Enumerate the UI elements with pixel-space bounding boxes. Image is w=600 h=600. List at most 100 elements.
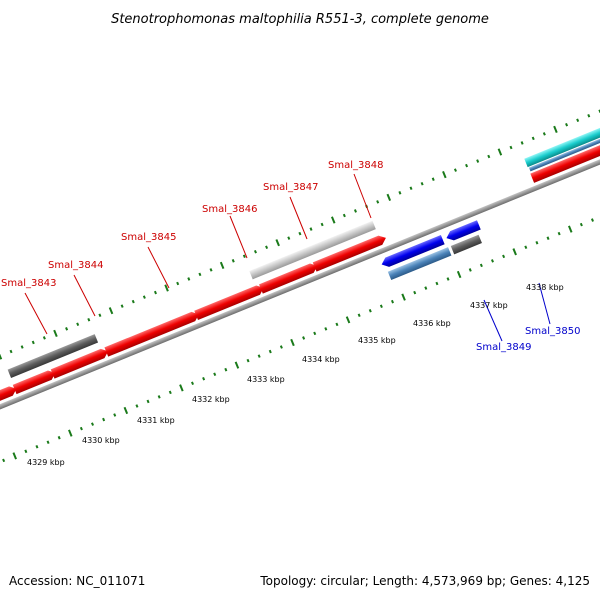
minor-tick (2, 458, 6, 463)
gene-blue-large[interactable] (380, 234, 445, 269)
gene-red-3844b[interactable] (50, 347, 110, 379)
gene-smal-3847[interactable] (259, 261, 319, 294)
minor-tick (446, 277, 450, 281)
minor-tick (535, 240, 539, 245)
kbp-label-4329: 4329 kbp (27, 458, 65, 467)
gene-cyan-edge[interactable] (524, 125, 600, 168)
minor-tick (531, 136, 535, 141)
leader-smal-3846 (229, 215, 248, 259)
minor-tick (509, 145, 513, 150)
leader-smal-3847 (289, 196, 308, 240)
minor-tick (242, 254, 246, 259)
minor-tick (198, 272, 202, 277)
kbp-label-4333: 4333 kbp (247, 375, 285, 384)
major-tick (386, 193, 392, 201)
major-tick (330, 216, 336, 224)
gene-smal-3849[interactable] (387, 247, 452, 281)
minor-tick (313, 331, 317, 336)
major-tick (123, 406, 129, 415)
kbp-label-4338: 4338 kbp (526, 283, 564, 292)
map-title: Stenotrophomonas maltophilia R551-3, com… (111, 12, 489, 27)
kbp-label-4331: 4331 kbp (137, 416, 175, 425)
minor-tick (409, 186, 413, 191)
leader-smal-3850 (538, 282, 551, 325)
minor-tick (202, 376, 206, 381)
minor-tick (113, 413, 117, 417)
label-smal-3850: Smal_3850 (525, 326, 580, 337)
minor-tick (176, 281, 180, 286)
gene-blue-small[interactable] (445, 220, 481, 242)
minor-tick (431, 177, 435, 181)
kbp-label-4330: 4330 kbp (82, 436, 120, 445)
major-tick (68, 429, 73, 437)
minor-tick (279, 345, 283, 349)
minor-tick (257, 354, 261, 358)
major-tick (234, 361, 240, 369)
genome-track (0, 95, 600, 478)
minor-tick (187, 277, 191, 281)
major-tick (108, 307, 114, 315)
gene-smal-3848[interactable] (249, 220, 376, 280)
leader-smal-3849 (483, 299, 503, 342)
major-tick (456, 270, 462, 279)
major-tick (568, 225, 573, 233)
genome-summary-text: Topology: circular; Length: 4,573,969 bp… (259, 574, 590, 588)
minor-tick (542, 132, 546, 136)
minor-tick (453, 168, 457, 172)
gene-smal-3845[interactable] (104, 310, 200, 357)
gene-smal-3850[interactable] (450, 234, 482, 255)
minor-tick (502, 254, 506, 259)
major-tick (179, 384, 184, 392)
major-tick (12, 452, 17, 460)
minor-tick (487, 154, 491, 159)
minor-tick (420, 181, 424, 186)
label-smal-3844: Smal_3844 (48, 260, 103, 271)
leader-smal-3845 (147, 246, 170, 289)
gene-smal-3844[interactable] (12, 368, 58, 395)
minor-tick (565, 123, 569, 127)
major-tick (442, 171, 447, 179)
major-tick (553, 125, 558, 133)
major-tick (219, 261, 225, 269)
label-smal-3847: Smal_3847 (263, 182, 318, 193)
gene-smal-3843[interactable] (0, 384, 18, 418)
minor-tick (191, 381, 194, 386)
leader-smal-3843 (24, 292, 48, 335)
minor-tick (9, 349, 13, 354)
minor-tick (224, 367, 228, 372)
minor-tick (246, 358, 250, 363)
major-tick (275, 239, 280, 247)
major-tick (345, 316, 351, 324)
minor-tick (342, 213, 346, 218)
minor-tick (135, 404, 139, 408)
minor-tick (91, 422, 95, 426)
minor-tick (98, 313, 102, 317)
label-smal-3849: Smal_3849 (476, 342, 531, 353)
minor-tick (65, 327, 69, 331)
leader-smal-3844 (73, 274, 96, 317)
minor-tick (557, 231, 561, 236)
minor-tick (435, 281, 439, 286)
major-tick (164, 284, 169, 292)
minor-tick (31, 340, 35, 345)
gene-smal-3848-red[interactable] (312, 233, 388, 272)
minor-tick (576, 118, 580, 123)
minor-tick (320, 222, 324, 227)
kbp-label-4335: 4335 kbp (358, 336, 396, 345)
minor-tick (79, 426, 83, 431)
minor-tick (368, 308, 372, 313)
minor-tick (46, 440, 50, 445)
gene-red-edge[interactable] (530, 141, 600, 183)
inner-tick-row (2, 218, 594, 463)
minor-tick (24, 449, 28, 454)
minor-tick (465, 163, 469, 168)
minor-tick (479, 263, 483, 268)
gene-steel-edge[interactable] (528, 134, 600, 172)
minor-tick (335, 322, 339, 327)
gene-dark-3844[interactable] (7, 334, 99, 378)
gene-smal-3846[interactable] (194, 283, 265, 321)
minor-tick (309, 227, 313, 231)
minor-tick (390, 299, 394, 304)
minor-tick (302, 336, 306, 340)
